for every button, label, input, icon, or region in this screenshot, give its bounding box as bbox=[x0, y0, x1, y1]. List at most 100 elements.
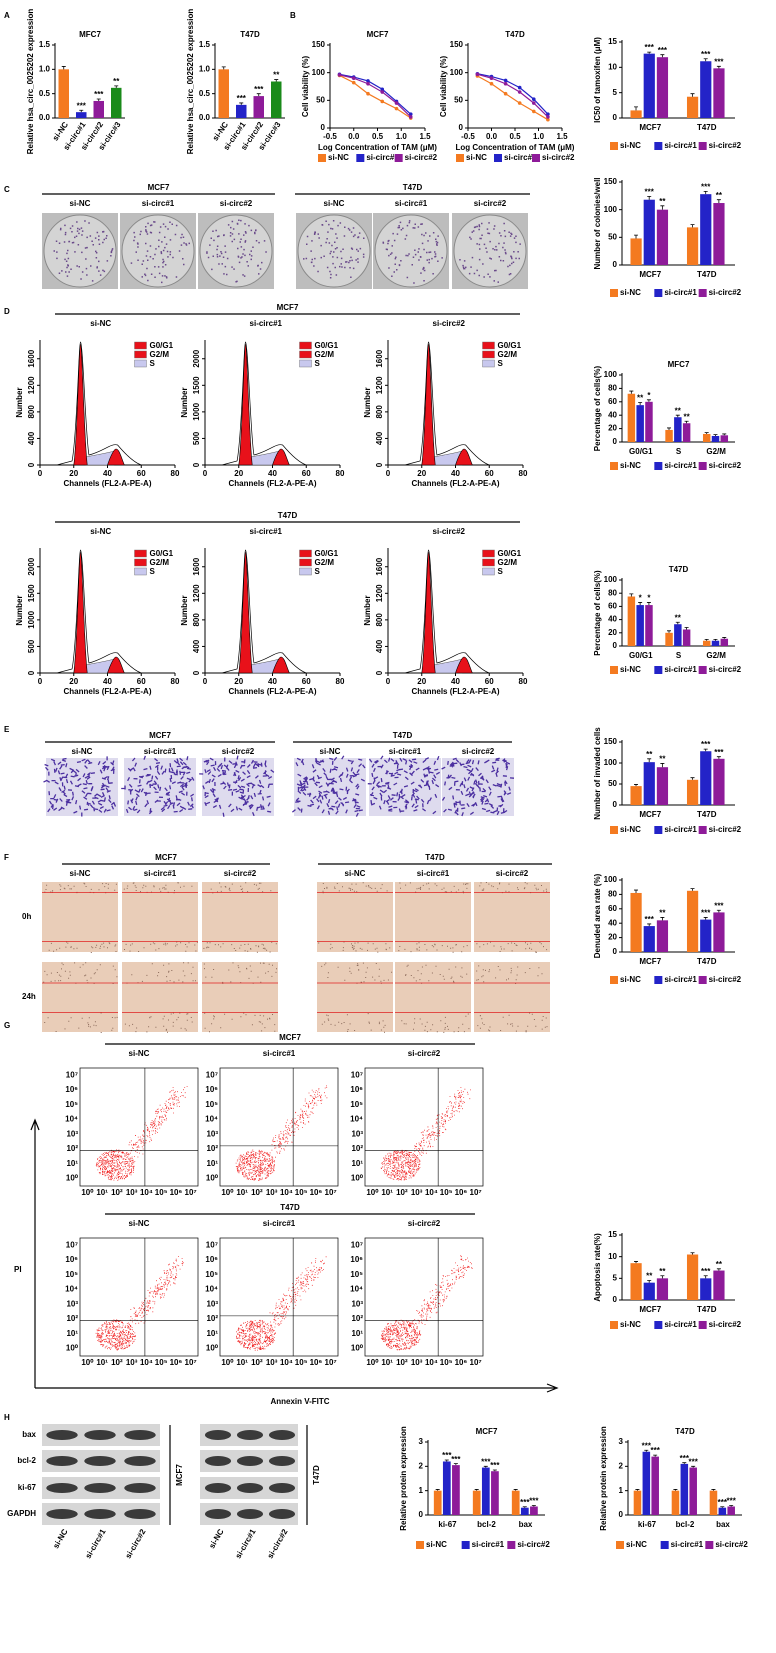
blot-band bbox=[268, 1509, 296, 1519]
scatter-x-tick: 10⁶ bbox=[455, 1358, 468, 1367]
legend-label: si-circ#1 bbox=[664, 288, 697, 297]
hist-y-tick-label: 1600 bbox=[375, 349, 384, 367]
hist-x-tick-label: 0 bbox=[38, 677, 43, 686]
y-axis-label: Number of invaded cells bbox=[593, 727, 602, 820]
significance: *** bbox=[701, 909, 711, 918]
y-tick-label: 80 bbox=[608, 588, 617, 597]
blot-band bbox=[46, 1430, 78, 1440]
lane-label: si-circ#1 bbox=[263, 1049, 296, 1058]
y-tick-label: 0 bbox=[619, 1510, 624, 1519]
legend-swatch bbox=[461, 1541, 470, 1549]
scatter-x-tick: 10⁵ bbox=[155, 1188, 168, 1197]
y-tick-label: 100 bbox=[604, 370, 618, 379]
error-bar bbox=[634, 1261, 639, 1264]
significance: ** bbox=[646, 750, 653, 759]
data-point bbox=[408, 112, 413, 116]
bar bbox=[700, 61, 712, 118]
scatter-events bbox=[236, 1256, 327, 1351]
panel-letter: D bbox=[4, 307, 10, 316]
data-point bbox=[503, 91, 508, 96]
error-bar bbox=[646, 602, 651, 606]
legend-label: si-circ#1 bbox=[664, 665, 697, 674]
bar bbox=[491, 1471, 499, 1515]
error-bar bbox=[635, 1489, 640, 1491]
blot-band bbox=[84, 1483, 116, 1493]
wound-photo bbox=[395, 962, 471, 1032]
significance: *** bbox=[650, 1446, 660, 1455]
x-tick-label: T47D bbox=[697, 810, 717, 819]
scatter-x-tick: 10⁶ bbox=[455, 1188, 468, 1197]
hist-outline bbox=[404, 549, 490, 674]
hist-y-tick-label: 800 bbox=[192, 613, 201, 627]
data-point bbox=[366, 81, 370, 86]
dish bbox=[121, 214, 195, 288]
error-bar bbox=[492, 1469, 497, 1472]
y-axis-label: PI bbox=[14, 1265, 22, 1274]
scatter-x-tick: 10³ bbox=[266, 1358, 278, 1367]
legend-label: si-NC bbox=[620, 141, 641, 150]
invaded-cells bbox=[121, 755, 195, 815]
hist-y-tick-label: 1200 bbox=[375, 584, 384, 602]
bar bbox=[686, 227, 699, 265]
hist-outline bbox=[404, 341, 490, 466]
x-tick-label: MCF7 bbox=[639, 123, 661, 132]
hist-x-tick-label: 80 bbox=[519, 677, 528, 686]
blot-band bbox=[124, 1509, 156, 1519]
wound-texture bbox=[203, 882, 277, 953]
row-label: 0h bbox=[22, 912, 31, 921]
error-bar bbox=[660, 917, 665, 921]
data-point bbox=[475, 72, 480, 77]
y-tick-label: 1.5 bbox=[199, 40, 211, 49]
scatter-y-tick: 10⁶ bbox=[350, 1085, 363, 1094]
hist-y-tick-label: 1600 bbox=[192, 557, 201, 575]
hist-legend-swatch bbox=[482, 558, 495, 567]
x-tick-label: ki-67 bbox=[638, 1520, 657, 1529]
scatter-frame bbox=[219, 1237, 339, 1357]
hist-legend-swatch bbox=[299, 359, 312, 368]
bar bbox=[472, 1490, 481, 1515]
scatter-y-tick: 10⁴ bbox=[65, 1285, 78, 1294]
bar bbox=[720, 638, 729, 646]
x-tick-label: 1.0 bbox=[396, 132, 408, 141]
significance: *** bbox=[714, 748, 724, 757]
error-bar bbox=[660, 205, 665, 210]
dish bbox=[453, 214, 527, 288]
significance: *** bbox=[701, 740, 711, 749]
data-point bbox=[351, 76, 356, 80]
legend-label: si-circ#2 bbox=[709, 825, 742, 834]
bar bbox=[633, 1490, 642, 1515]
scatter-y-tick: 10⁵ bbox=[65, 1100, 78, 1109]
data-point bbox=[546, 112, 550, 116]
hist-x-label: Channels (FL2-A-PE-A) bbox=[229, 687, 317, 696]
bar bbox=[686, 1254, 699, 1300]
dish bbox=[297, 214, 371, 288]
significance: *** bbox=[642, 1441, 652, 1450]
hist-x-tick-label: 60 bbox=[485, 469, 494, 478]
error-bar bbox=[716, 1268, 721, 1271]
data-point bbox=[366, 91, 370, 96]
invaded-cells bbox=[43, 756, 117, 817]
group-title: T47D bbox=[425, 853, 445, 862]
legend-label: si-NC bbox=[620, 288, 641, 297]
significance: *** bbox=[451, 1455, 461, 1464]
bar bbox=[686, 890, 699, 952]
invaded-cells bbox=[291, 755, 366, 817]
significance: *** bbox=[254, 85, 264, 94]
error-bar bbox=[690, 93, 695, 97]
hist-g1-peak bbox=[421, 343, 436, 466]
lane-label: si-NC bbox=[51, 1527, 69, 1550]
legend-swatch bbox=[610, 1321, 618, 1329]
lane-label: si-NC bbox=[345, 869, 366, 878]
hist-x-tick-label: 0 bbox=[386, 469, 391, 478]
hist-legend-swatch bbox=[134, 359, 147, 368]
hist-y-label: Number bbox=[363, 595, 372, 625]
data-point bbox=[337, 73, 342, 77]
hist-x-tick-label: 20 bbox=[234, 677, 243, 686]
wound-texture bbox=[321, 962, 393, 1033]
lane-label: si-circ#2 bbox=[408, 1219, 441, 1228]
error-bar bbox=[629, 593, 634, 597]
scatter-x-tick: 10³ bbox=[411, 1188, 423, 1197]
hist-g2-peak bbox=[107, 656, 125, 674]
lane-label: si-circ#1 bbox=[142, 199, 175, 208]
